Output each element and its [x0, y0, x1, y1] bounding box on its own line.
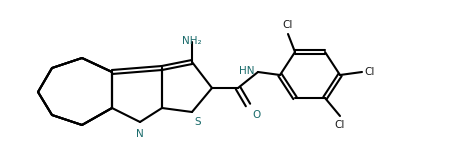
Text: N: N — [136, 129, 144, 139]
Text: Cl: Cl — [364, 67, 374, 77]
Text: S: S — [194, 117, 201, 127]
Text: NH₂: NH₂ — [182, 36, 202, 46]
Text: Cl: Cl — [335, 120, 345, 130]
Text: O: O — [252, 110, 260, 120]
Text: Cl: Cl — [283, 20, 293, 30]
Text: HN: HN — [239, 66, 254, 76]
